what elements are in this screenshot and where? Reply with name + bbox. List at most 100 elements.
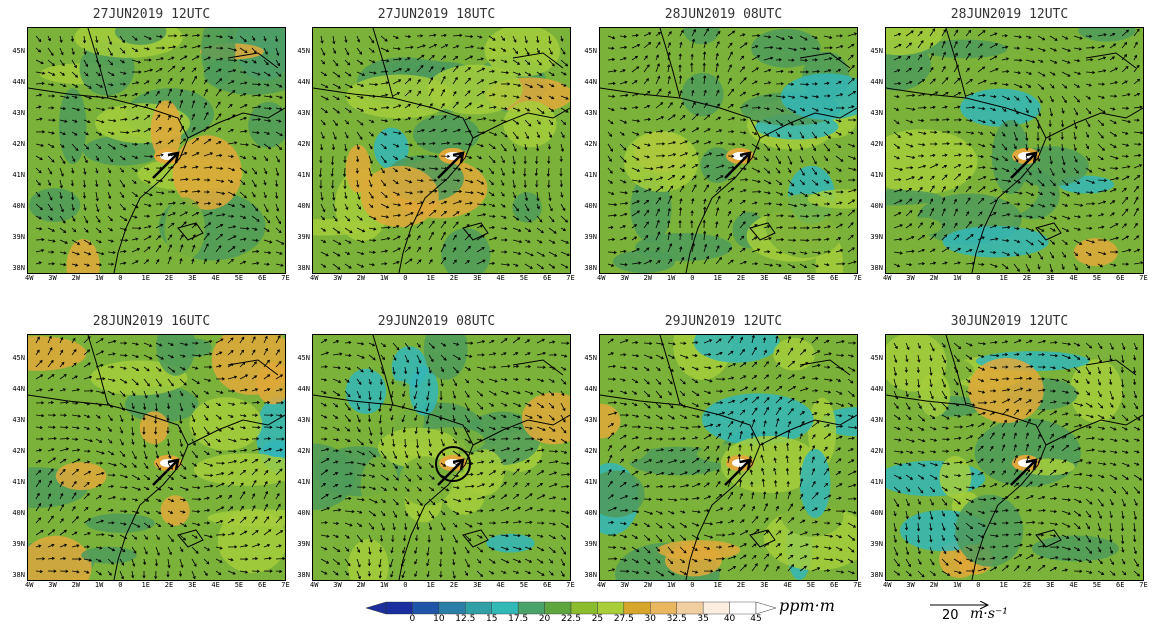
longitude-label: 5E [519, 581, 529, 589]
map-field [599, 27, 858, 274]
longitude-label: 6E [1116, 274, 1125, 282]
latitude-label: 39N [12, 233, 25, 241]
longitude-label: 0 [118, 274, 123, 282]
latitude-label: 39N [870, 233, 883, 241]
panel-title: 28JUN2019 08UTC [664, 7, 783, 22]
longitude-label: 2E [736, 274, 746, 282]
longitude-label: 2E [164, 581, 174, 589]
longitude-label: 1E [713, 274, 722, 282]
longitude-label: 7E [853, 581, 862, 589]
longitude-label: 7E [281, 581, 290, 589]
colorbar-tick-label: 30 [644, 614, 657, 624]
latitude-label: 38N [12, 264, 25, 272]
latitude-label: 45N [12, 354, 25, 362]
highlight-arrow-icon [1010, 458, 1038, 486]
map-field [885, 334, 1144, 581]
longitude-label: 1E [999, 581, 1008, 589]
latitude-label: 39N [12, 540, 25, 548]
reference-vector-value: 20 [942, 608, 959, 623]
latitude-label: 45N [297, 47, 310, 55]
longitude-label: 2E [449, 274, 459, 282]
longitude-label: 3E [1046, 581, 1055, 589]
longitude-label: 5E [806, 581, 816, 589]
longitude-label: 4E [783, 274, 792, 282]
longitude-label: 4W [597, 274, 606, 282]
colorbar-tick-label: 17.5 [508, 614, 529, 624]
latitude-label: 41N [870, 171, 883, 179]
longitude-label: 0 [690, 274, 695, 282]
longitude-label: 7E [1139, 274, 1148, 282]
longitude-label: 2E [1022, 274, 1032, 282]
latitude-label: 43N [584, 109, 597, 117]
longitude-label: 3W [333, 581, 342, 589]
latitude-label: 45N [584, 354, 597, 362]
panel-title: 29JUN2019 12UTC [664, 314, 783, 329]
colorbar-tick-label: 22.5 [560, 614, 582, 624]
latitude-label: 44N [584, 385, 597, 393]
longitude-label: 2W [356, 274, 366, 282]
reference-arrow-icon [930, 600, 990, 610]
longitude-label: 1W [94, 581, 104, 589]
map-panel: 29JUN2019 08UTC 45N 44N 43N 42N 41N 40N 39N 38N 4… [297, 314, 575, 604]
latitude-label: 42N [12, 140, 25, 148]
longitude-label: 1W [666, 581, 676, 589]
longitude-label: 0 [976, 274, 981, 282]
longitude-label: 6E [830, 274, 839, 282]
highlight-arrow-icon [152, 151, 180, 179]
latitude-label: 42N [584, 447, 597, 455]
highlight-arrow-icon [724, 458, 752, 486]
latitude-label: 43N [297, 109, 310, 117]
longitude-label: 1W [952, 581, 962, 589]
latitude-label: 40N [12, 202, 25, 210]
latitude-label: 44N [297, 78, 310, 86]
longitude-label: 2W [71, 274, 81, 282]
colorbar-scale [365, 601, 777, 615]
longitude-label: 3E [1046, 274, 1055, 282]
longitude-label: 0 [403, 274, 408, 282]
longitude-label: 7E [853, 274, 862, 282]
latitude-label: 42N [297, 140, 310, 148]
longitude-label: 4W [883, 274, 892, 282]
longitude-label: 7E [566, 274, 575, 282]
panel-title: 30JUN2019 12UTC [950, 314, 1069, 329]
latitude-label: 42N [297, 447, 310, 455]
latitude-label: 41N [297, 478, 310, 486]
longitude-label: 2E [449, 581, 459, 589]
longitude-label: 7E [566, 581, 575, 589]
longitude-label: 5E [1092, 274, 1102, 282]
latitude-label: 41N [870, 478, 883, 486]
longitude-label: 3W [620, 274, 629, 282]
latitude-label: 38N [584, 264, 597, 272]
longitude-label: 5E [234, 274, 244, 282]
longitude-label: 3E [760, 581, 769, 589]
latitude-label: 44N [297, 385, 310, 393]
latitude-label: 40N [12, 509, 25, 517]
map-panel: 30JUN2019 12UTC 45N 44N 43N 42N 41N 40N 39N 38N 4… [870, 314, 1148, 604]
colorbar-tick-label: 40 [723, 614, 736, 624]
colorbar-tick-label: 20 [538, 614, 551, 624]
longitude-label: 4W [310, 581, 319, 589]
panel-title: 27JUN2019 18UTC [377, 7, 496, 22]
colorbar: 0 10 12.5 15 17.5 20 22.5 25 27.5 30 32.5 35 40 45 pp… [365, 596, 835, 628]
colorbar-tick-label: 27.5 [613, 614, 634, 624]
latitude-label: 45N [870, 47, 883, 55]
latitude-label: 42N [584, 140, 597, 148]
longitude-label: 7E [1139, 581, 1148, 589]
latitude-label: 44N [12, 385, 25, 393]
latitude-label: 44N [12, 78, 25, 86]
latitude-label: 41N [584, 171, 597, 179]
longitude-label: 2W [643, 581, 653, 589]
latitude-label: 45N [870, 354, 883, 362]
longitude-label: 3E [188, 274, 197, 282]
longitude-label: 4W [883, 581, 892, 589]
latitude-label: 39N [297, 233, 310, 241]
map-field [27, 27, 286, 274]
map-field [312, 334, 571, 581]
latitude-label: 40N [870, 202, 883, 210]
panel-title: 29JUN2019 08UTC [377, 314, 496, 329]
latitude-label: 44N [870, 78, 883, 86]
longitude-label: 3E [188, 581, 197, 589]
longitude-label: 4E [496, 581, 505, 589]
longitude-label: 6E [258, 274, 267, 282]
longitude-label: 5E [806, 274, 816, 282]
